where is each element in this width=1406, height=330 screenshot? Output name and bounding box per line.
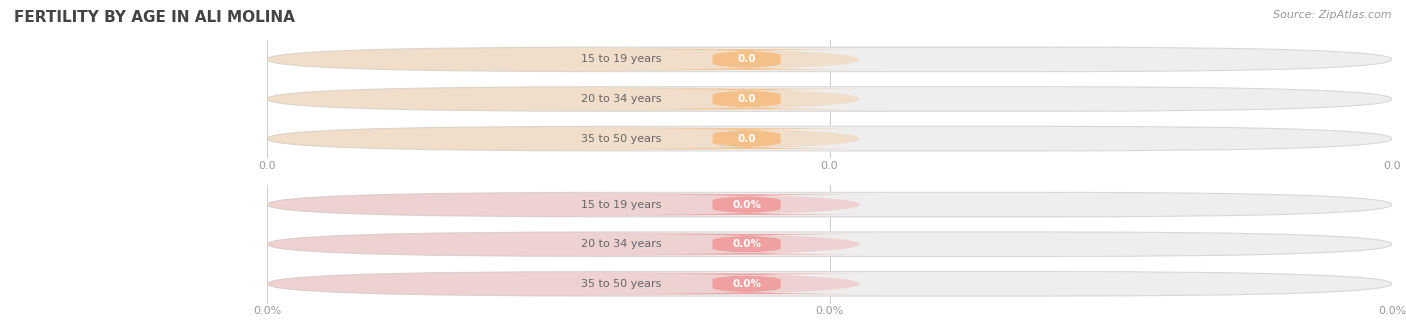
Text: 0.0: 0.0	[737, 134, 756, 144]
FancyBboxPatch shape	[267, 126, 1392, 151]
FancyBboxPatch shape	[267, 232, 860, 256]
FancyBboxPatch shape	[267, 192, 1392, 217]
FancyBboxPatch shape	[606, 89, 887, 109]
FancyBboxPatch shape	[267, 47, 860, 72]
Text: 35 to 50 years: 35 to 50 years	[581, 134, 661, 144]
FancyBboxPatch shape	[606, 128, 887, 149]
Text: 0.0%: 0.0%	[733, 239, 761, 249]
FancyBboxPatch shape	[267, 47, 1392, 72]
Text: 0.0%: 0.0%	[733, 200, 761, 210]
FancyBboxPatch shape	[267, 126, 860, 151]
Text: 15 to 19 years: 15 to 19 years	[581, 200, 661, 210]
FancyBboxPatch shape	[606, 194, 887, 215]
FancyBboxPatch shape	[267, 87, 860, 111]
Text: 20 to 34 years: 20 to 34 years	[581, 239, 662, 249]
Text: FERTILITY BY AGE IN ALI MOLINA: FERTILITY BY AGE IN ALI MOLINA	[14, 10, 295, 25]
Text: 0.0: 0.0	[737, 94, 756, 104]
FancyBboxPatch shape	[606, 234, 887, 254]
Text: 0.0: 0.0	[737, 54, 756, 64]
FancyBboxPatch shape	[267, 272, 1392, 296]
FancyBboxPatch shape	[267, 192, 860, 217]
FancyBboxPatch shape	[267, 272, 860, 296]
FancyBboxPatch shape	[267, 87, 1392, 111]
Text: 20 to 34 years: 20 to 34 years	[581, 94, 662, 104]
Text: 15 to 19 years: 15 to 19 years	[581, 54, 661, 64]
Text: 0.0%: 0.0%	[733, 279, 761, 289]
FancyBboxPatch shape	[606, 49, 887, 70]
Text: Source: ZipAtlas.com: Source: ZipAtlas.com	[1274, 10, 1392, 20]
FancyBboxPatch shape	[606, 274, 887, 294]
Text: 35 to 50 years: 35 to 50 years	[581, 279, 661, 289]
FancyBboxPatch shape	[267, 232, 1392, 256]
